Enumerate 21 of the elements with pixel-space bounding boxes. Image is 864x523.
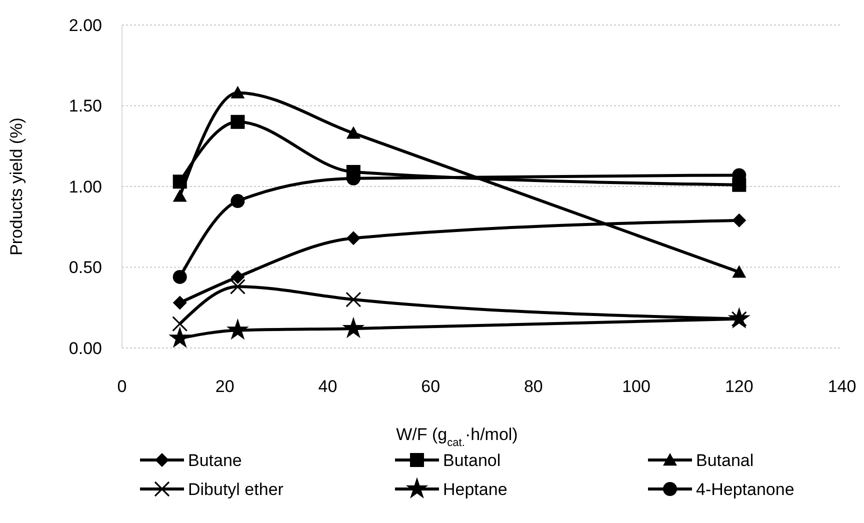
x-tick-label: 100	[622, 377, 650, 396]
legend-label: 4-Heptanone	[696, 480, 794, 499]
legend-label: Butanol	[443, 450, 501, 470]
x-tick-label: 20	[215, 377, 234, 396]
x-tick-label: 0	[117, 377, 127, 396]
legend-label: Butanal	[696, 450, 754, 470]
x-tick-label: 140	[828, 377, 856, 396]
legend-label: Dibutyl ether	[188, 480, 284, 499]
legend-label: Heptane	[443, 480, 508, 499]
legend-label: Butane	[188, 450, 242, 470]
y-tick-label: 1.50	[68, 96, 102, 116]
x-tick-label: 120	[724, 377, 754, 396]
y-tick-label: 2.00	[68, 16, 102, 35]
y-axis-title: Products yield (%)	[7, 118, 26, 256]
x-tick-label: 40	[318, 377, 338, 396]
y-tick-label: 1.00	[68, 177, 102, 196]
y-tick-label: 0.00	[68, 338, 102, 358]
x-tick-label: 60	[421, 377, 440, 396]
x-tick-label: 80	[524, 377, 543, 396]
x-axis-title: W/F (g$_{cat.}$·h/mol)	[396, 425, 518, 449]
y-tick-label: 0.50	[68, 258, 102, 278]
